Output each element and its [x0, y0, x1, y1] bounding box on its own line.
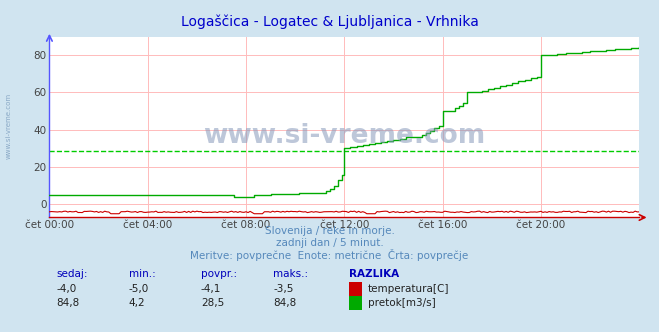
Text: 28,5: 28,5 — [201, 298, 224, 308]
Text: min.:: min.: — [129, 269, 156, 279]
Text: -4,0: -4,0 — [56, 284, 76, 294]
Text: -4,1: -4,1 — [201, 284, 221, 294]
Text: www.si-vreme.com: www.si-vreme.com — [203, 123, 486, 149]
Text: povpr.:: povpr.: — [201, 269, 237, 279]
Text: Slovenija / reke in morje.: Slovenija / reke in morje. — [264, 226, 395, 236]
Text: -5,0: -5,0 — [129, 284, 149, 294]
Text: maks.:: maks.: — [273, 269, 308, 279]
Text: Logaščica - Logatec & Ljubljanica - Vrhnika: Logaščica - Logatec & Ljubljanica - Vrhn… — [181, 14, 478, 29]
Text: 84,8: 84,8 — [56, 298, 79, 308]
Text: sedaj:: sedaj: — [56, 269, 88, 279]
Text: 4,2: 4,2 — [129, 298, 145, 308]
Text: zadnji dan / 5 minut.: zadnji dan / 5 minut. — [275, 238, 384, 248]
Text: 84,8: 84,8 — [273, 298, 297, 308]
Text: www.si-vreme.com: www.si-vreme.com — [5, 93, 12, 159]
Text: -3,5: -3,5 — [273, 284, 294, 294]
Text: Meritve: povprečne  Enote: metrične  Črta: povprečje: Meritve: povprečne Enote: metrične Črta:… — [190, 249, 469, 261]
Text: RAZLIKA: RAZLIKA — [349, 269, 399, 279]
Text: pretok[m3/s]: pretok[m3/s] — [368, 298, 436, 308]
Text: temperatura[C]: temperatura[C] — [368, 284, 449, 294]
